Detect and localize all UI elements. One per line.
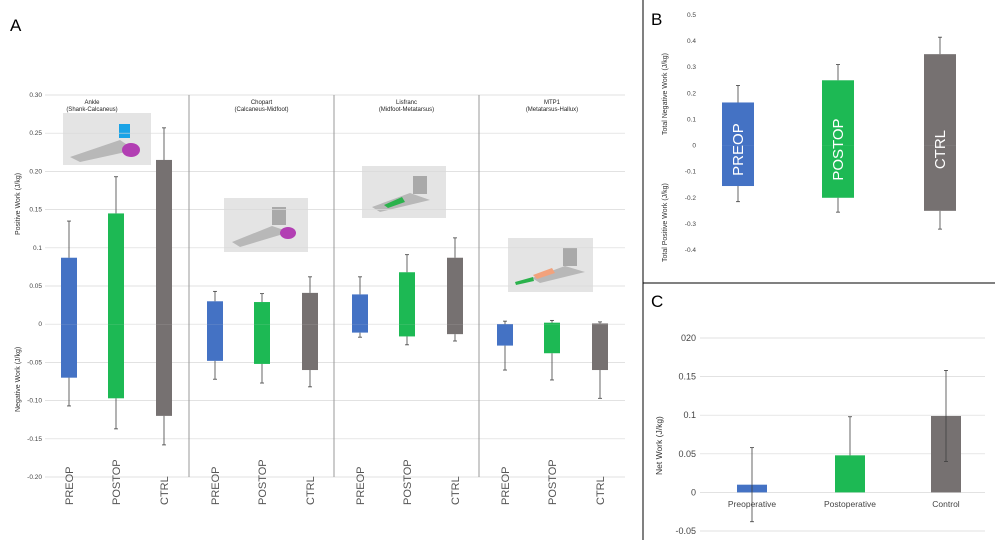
panel-a-ytick: 0.30 [29,92,42,99]
mtp1-foot-illustration [508,238,593,292]
panel-a-ytick: 0.15 [29,207,42,214]
category-label: PREOP [210,466,222,505]
bar-positive [108,213,124,325]
panel-label-a: A [10,16,22,35]
category-label: Postoperative [824,499,876,509]
bar-negative [544,324,560,354]
panel-c-ytick: 0.15 [678,372,696,382]
joint-title: Lisfranc [396,100,417,106]
bar-positive [61,257,77,325]
category-label: POSTOP [111,459,123,505]
bar-negative [156,324,172,416]
panel-c-ylabel: Net Work (J/kg) [654,416,664,475]
panel-a-ylabel-positive: Positive Work (J/kg) [15,173,22,235]
panel-a-ytick: 0.05 [29,283,42,290]
joint-subtitle: (Metatarsus-Hallux) [526,107,578,113]
category-label: CTRL [305,476,317,505]
bar-negative [108,324,124,399]
bar-net-work [835,455,865,493]
chopart-foot-illustration [224,198,308,252]
bar-top [924,54,956,146]
panel-b-chart: 0.5 0.4 0.3 0.2 0.1 0 -0.1 -0.2 -0.3 -0.4 PREOP POS… [685,12,956,254]
panel-a-chart: 0.30 0.25 0.20 0.15 0.1 0.05 0 -0.05 -0.10 -0.15 -… [27,92,625,505]
panel-b-ytick: 0 [692,143,696,150]
bar-negative [497,324,513,346]
panel-c-ytick: 0.1 [683,410,696,420]
lisfranc-foot-illustration [362,166,446,218]
bar-category-label: CTRL [932,130,949,169]
bar-positive [156,159,172,325]
bar-positive [399,272,415,325]
bar-positive [302,292,318,325]
panel-b-ytick: 0.5 [687,12,696,19]
panel-b-ytick: -0.3 [685,221,697,228]
bar-bottom [924,145,956,211]
bar-top [722,102,754,146]
joint-title: Ankle [84,100,100,106]
panel-b-ylabel-top: Total Negative Work (J/kg) [662,53,669,135]
panel-b-ytick: 0.2 [687,90,696,97]
panel-c-ytick: -0.05 [675,526,696,536]
joint-subtitle: (Shank-Calcaneus) [66,107,117,113]
panel-b-ytick: -0.1 [685,169,697,176]
bar-positive [447,257,463,325]
category-label: POSTOP [257,459,269,505]
category-label: Preoperative [728,499,776,509]
panel-b-ytick: 0.3 [687,64,696,71]
panel-c-chart: 020 0.15 0.1 0.05 0 -0.05 Preoperative Postoper… [675,333,985,536]
category-label: PREOP [500,466,512,505]
bar-negative [399,324,415,337]
bar-category-label: PREOP [730,123,747,176]
bar-positive [592,323,608,325]
panel-a-ytick: -0.20 [27,474,42,481]
panel-b-ytick: -0.2 [685,195,697,202]
ankle-foot-illustration [63,113,151,165]
bar-bottom [722,145,754,187]
bar-positive [544,322,560,325]
bar-negative [61,324,77,378]
panel-a-ytick: 0 [38,321,42,328]
panel-a-ytick: 0.20 [29,168,42,175]
panel-a-ylabel-negative: Negative Work (J/kg) [15,347,22,412]
panel-label-b: B [651,10,662,29]
panel-a-ytick: 0.25 [29,130,42,137]
joint-subtitle: (Calcaneus-Midfoot) [234,107,288,113]
bar-negative [254,324,270,364]
category-label: PREOP [355,466,367,505]
panel-a-ytick: 0.1 [33,245,42,252]
category-label: POSTOP [402,459,414,505]
category-label: POSTOP [547,459,559,505]
bar-negative [447,324,463,335]
bar-positive [352,294,368,325]
bar-negative [352,324,368,333]
panel-a-ytick: -0.10 [27,398,42,405]
category-label: CTRL [450,476,462,505]
category-label: CTRL [595,476,607,505]
bar-negative [207,324,223,361]
bar-negative [302,324,318,371]
category-label: PREOP [64,466,76,505]
panel-c-ytick: 020 [681,333,696,343]
panel-a-ytick: -0.05 [27,359,42,366]
joint-subtitle: (Midfoot-Metatarsus) [379,107,434,113]
bar-positive [207,301,223,325]
panel-a-ytick: -0.15 [27,436,42,443]
category-label: CTRL [159,476,171,505]
bar-top [822,80,854,146]
category-label: Control [932,499,960,509]
joint-title: Chopart [251,100,273,106]
bar-category-label: POSTOP [830,118,847,180]
panel-c-ytick: 0 [691,487,696,497]
panel-label-c: C [651,292,663,311]
panel-b-ytick: -0.4 [685,247,697,254]
bar-positive [254,302,270,325]
bar-bottom [822,145,854,198]
panel-b-ylabel-bottom: Total Positive Work (J/kg) [662,183,669,262]
bar-negative [592,324,608,371]
panel-c-ytick: 0.05 [678,449,696,459]
panel-b-ytick: 0.1 [687,116,696,123]
panel-b-ytick: 0.4 [687,38,696,45]
joint-title: MTP1 [544,100,561,106]
